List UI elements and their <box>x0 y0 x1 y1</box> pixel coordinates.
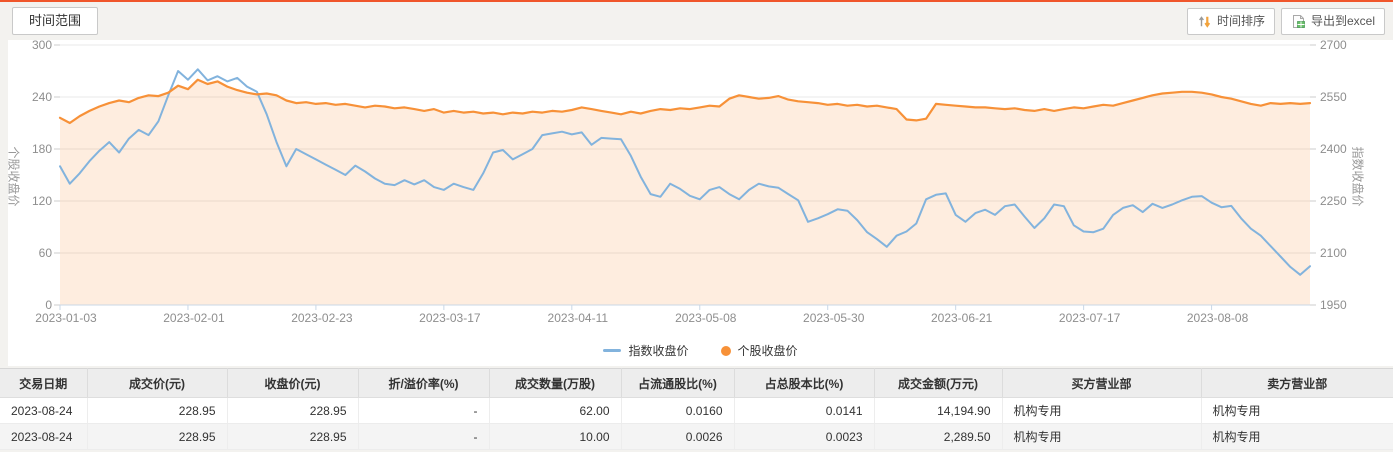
column-header: 成交金额(万元) <box>874 368 1003 398</box>
right-axis-tick-label: 2100 <box>1320 246 1347 260</box>
table-cell: 0.0023 <box>734 423 875 450</box>
table-cell: 10.00 <box>489 423 622 450</box>
index-close-line[interactable] <box>59 68 1311 276</box>
stock-close-line[interactable] <box>58 78 1312 125</box>
left-axis-tick-label: 0 <box>45 298 52 312</box>
column-header: 占流通股比(%) <box>621 368 735 398</box>
column-header: 卖方营业部 <box>1201 368 1393 398</box>
table-cell: 62.00 <box>489 397 622 424</box>
toolbar-right-group: 时间排序 导出到excel <box>1186 7 1385 35</box>
table-cell: 228.95 <box>87 397 228 424</box>
trade-table: 交易日期 成交价(元) 收盘价(元) 折/溢价率(%) 成交数量(万股) 占流通股比(%)… <box>0 368 1393 450</box>
x-axis-label: 2023-05-08 <box>675 311 737 325</box>
right-axis-tick-label: 2550 <box>1320 90 1347 104</box>
column-header: 占总股本比(%) <box>734 368 875 398</box>
time-sort-button[interactable]: 时间排序 <box>1186 7 1275 35</box>
left-axis-tick-label: 180 <box>32 142 52 156</box>
table-cell: 机构专用 <box>1002 423 1202 450</box>
export-excel-label: 导出到excel <box>1310 14 1375 28</box>
x-axis-label: 2023-03-17 <box>419 311 481 325</box>
x-axis-label: 2023-07-17 <box>1059 311 1121 325</box>
x-axis-label: 2023-04-11 <box>548 311 609 325</box>
x-axis-label: 2023-01-03 <box>35 311 97 325</box>
table-cell: - <box>358 397 490 424</box>
right-axis-tick-label: 2700 <box>1320 40 1347 52</box>
time-sort-label: 时间排序 <box>1216 14 1265 28</box>
left-axis-tick-label: 60 <box>39 246 53 260</box>
column-header: 成交价(元) <box>87 368 228 398</box>
table-cell: 0.0160 <box>621 397 735 424</box>
toolbar: 时间范围 时间排序 导出到excel <box>0 2 1393 40</box>
legend-circle-marker <box>720 345 731 356</box>
x-axis-label: 2023-05-30 <box>803 311 865 325</box>
legend-item-stock-close[interactable]: 个股收盘价 <box>720 342 798 359</box>
table-cell: 机构专用 <box>1201 397 1393 424</box>
right-axis-tick-label: 2250 <box>1320 194 1347 208</box>
left-axis-tick-label: 240 <box>32 90 52 104</box>
table-cell: 机构专用 <box>1002 397 1202 424</box>
x-axis-label: 2023-02-23 <box>291 311 353 325</box>
column-header: 成交数量(万股) <box>489 368 622 398</box>
legend-label: 指数收盘价 <box>628 344 689 358</box>
column-header: 折/溢价率(%) <box>358 368 490 398</box>
left-axis-tick-label: 300 <box>32 40 52 52</box>
left-axis-tick-label: 120 <box>32 194 52 208</box>
x-axis-label: 2023-06-21 <box>931 311 993 325</box>
table-cell: 机构专用 <box>1201 423 1393 450</box>
column-header: 买方营业部 <box>1002 368 1202 398</box>
table-cell: 228.95 <box>87 423 228 450</box>
table-header-row: 交易日期 成交价(元) 收盘价(元) 折/溢价率(%) 成交数量(万股) 占流通股比(%)… <box>0 368 1393 398</box>
table-cell: 2023-08-24 <box>0 397 88 424</box>
legend-label: 个股收盘价 <box>737 344 798 358</box>
table-cell: - <box>358 423 490 450</box>
table-cell: 0.0026 <box>621 423 735 450</box>
table-cell: 0.0141 <box>734 397 875 424</box>
sort-arrows-icon <box>1197 14 1212 29</box>
table-cell: 2,289.50 <box>874 423 1003 450</box>
table-row: 2023-08-24 228.95 228.95-62.00 0.0160 0.0141… <box>0 397 1393 424</box>
chart-panel: 0 1950 60 2100 120 2250 180 2400 240 2550 300 2700 2… <box>6 40 1393 366</box>
x-axis-label: 2023-08-08 <box>1187 311 1249 325</box>
export-excel-button[interactable]: 导出到excel <box>1280 7 1385 35</box>
right-axis-tick-label: 1950 <box>1320 298 1347 312</box>
right-axis-tick-label: 2400 <box>1320 142 1347 156</box>
x-axis-label: 2023-02-01 <box>163 311 225 325</box>
table-row: 2023-08-24 228.95 228.95-10.00 0.0026 0.0023… <box>0 423 1393 450</box>
top-accent-bar <box>0 0 1393 2</box>
column-header: 收盘价(元) <box>227 368 359 398</box>
table-cell: 228.95 <box>227 423 359 450</box>
table-cell: 14,194.90 <box>874 397 1003 424</box>
right-axis-title: 指数收盘价 <box>1350 146 1365 207</box>
table-cell: 228.95 <box>227 397 359 424</box>
left-axis-title: 个股收盘价 <box>6 146 21 207</box>
legend-item-index-close[interactable]: 指数收盘价 <box>603 342 689 359</box>
legend-line-marker <box>603 349 622 352</box>
time-range-label: 时间范围 <box>29 13 82 28</box>
time-range-button[interactable]: 时间范围 <box>12 7 99 35</box>
table-cell: 2023-08-24 <box>0 423 88 450</box>
column-header: 交易日期 <box>0 368 88 398</box>
chart-legend: 指数收盘价 个股收盘价 <box>8 342 1393 359</box>
excel-icon <box>1291 14 1306 29</box>
price-chart[interactable]: 0 1950 60 2100 120 2250 180 2400 240 2550 300 2700 2… <box>8 40 1393 332</box>
